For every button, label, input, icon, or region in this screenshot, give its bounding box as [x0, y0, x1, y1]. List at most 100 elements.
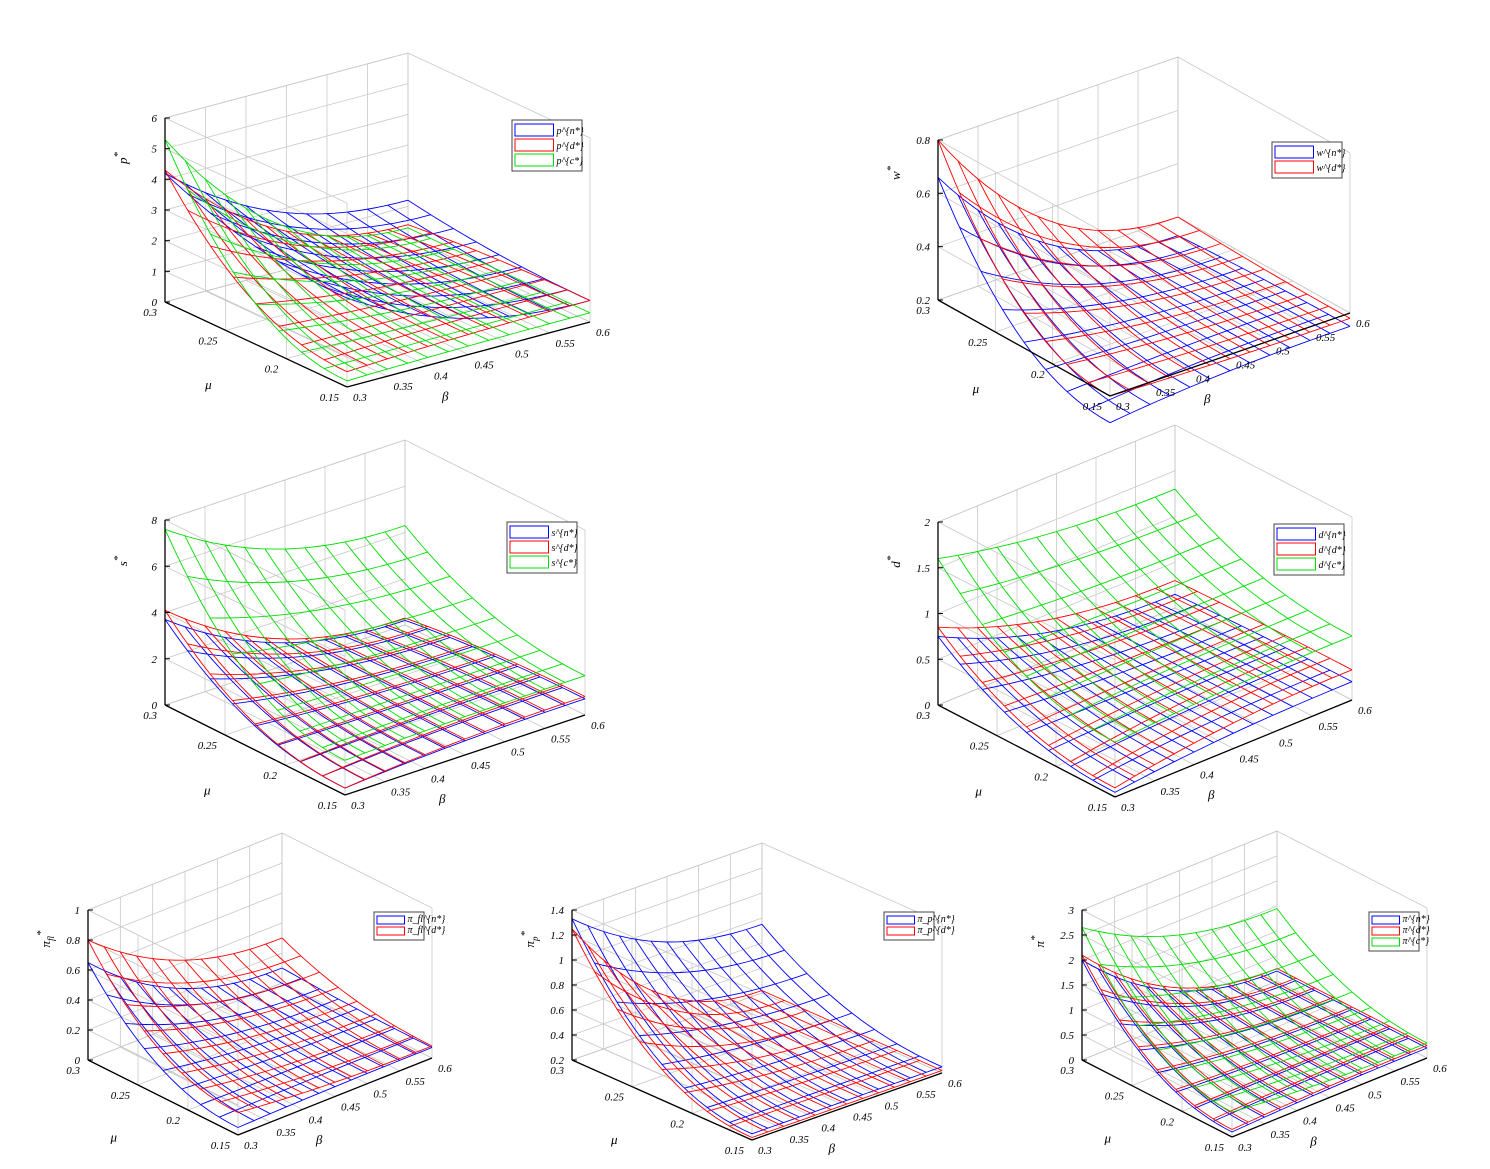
mu-axis-label: μ — [204, 377, 212, 392]
surface-series-1 — [937, 139, 1351, 397]
mesh-line — [324, 289, 568, 361]
mesh-line — [209, 634, 451, 675]
legend-swatch — [1274, 160, 1314, 174]
mesh-line — [324, 301, 568, 370]
mesh-line — [209, 575, 451, 619]
axis-line — [1109, 312, 1351, 397]
legend-swatch — [1371, 915, 1400, 925]
mesh-line — [1231, 1042, 1428, 1113]
mesh-line — [144, 986, 339, 1032]
box-edge — [761, 842, 943, 924]
legend-entry: π^{c*} — [1403, 936, 1430, 947]
legend-entry: p^{d*} — [556, 141, 584, 152]
mesh-line — [937, 139, 1179, 232]
z-tick-label: 0.8 — [66, 935, 80, 947]
mesh-line — [661, 1030, 853, 1070]
legend: π^{n*}π^{d*}π^{c*} — [1368, 911, 1430, 952]
beta-tick-label: 0.3 — [1116, 401, 1130, 413]
mesh-line — [237, 1045, 433, 1113]
mu-tick-label: 0.25 — [970, 741, 990, 753]
mesh-line — [1114, 669, 1353, 789]
beta-tick-label: 0.55 — [916, 1089, 936, 1101]
mesh-line — [616, 1008, 808, 1030]
mesh-line — [181, 1018, 376, 1090]
beta-axis-label: β — [1203, 391, 1211, 406]
mesh-line — [684, 1029, 875, 1089]
beta-tick-label: 0.6 — [591, 720, 605, 732]
z-tick-label: 1 — [559, 955, 565, 967]
mu-tick-label: 0.15 — [320, 392, 340, 404]
surface-series-2 — [1081, 908, 1428, 1113]
mesh-line — [164, 169, 409, 237]
mesh-line — [232, 597, 473, 655]
legend-swatch — [1371, 926, 1400, 936]
mesh-line — [594, 971, 785, 1015]
beta-tick-label: 0.55 — [406, 1076, 426, 1088]
axes: 0 0.2 0.4 0.6 0.8 1 0.3 0.25 0.2 0.15 0.3 0.35 0.4 0.… — [35, 905, 452, 1152]
legend-swatch — [509, 540, 549, 554]
mesh-line — [937, 593, 1176, 639]
box-edge — [281, 832, 433, 909]
mesh-line — [959, 192, 1200, 248]
legend-swatch — [514, 153, 554, 167]
mesh-line — [1119, 987, 1315, 1023]
z-tick-label: 0 — [1069, 1055, 1075, 1067]
grid-line — [1056, 656, 1234, 749]
mesh-line — [1024, 268, 1265, 314]
axis-line — [346, 321, 591, 388]
beta-tick-label: 0.45 — [853, 1112, 873, 1124]
mesh-line — [639, 1020, 830, 1047]
legend-entry: p^{c*} — [556, 156, 584, 167]
z-tick-label: 5 — [152, 144, 158, 156]
mesh-line — [301, 279, 545, 346]
legend-box — [1368, 911, 1420, 952]
mesh-line — [255, 259, 500, 305]
grid-line — [1052, 280, 1293, 365]
mu-tick-label: 0.25 — [198, 335, 218, 347]
z-tick-label: 6 — [152, 113, 158, 125]
z-tick-label: 0.5 — [916, 654, 930, 666]
z-tick-label: 0.6 — [66, 965, 80, 977]
legend-entry: π_p^{n*} — [918, 914, 955, 925]
grid-line — [1177, 216, 1351, 314]
z-label-base: p — [115, 157, 130, 165]
legend-entry: p^{n*} — [556, 126, 584, 137]
axis-line — [751, 1072, 943, 1141]
grid-line — [245, 279, 429, 366]
surface-series-0 — [571, 918, 943, 1135]
grid-line — [205, 290, 388, 377]
z-label-sup: * — [885, 165, 897, 171]
legend: π_p^{n*}π_p^{d*} — [883, 911, 955, 941]
mesh-line — [1114, 635, 1353, 743]
mu-tick-label: 0.3 — [143, 307, 157, 319]
legend: p^{n*} p^{d*} p^{c*} — [511, 119, 584, 172]
beta-tick-label: 0.4 — [1303, 1116, 1317, 1128]
z-label-sub: p — [530, 936, 540, 942]
z-tick-label: 0.4 — [550, 1030, 564, 1042]
mesh-line — [684, 1040, 875, 1094]
beta-axis-label: β — [1207, 787, 1215, 802]
mesh-line — [1119, 989, 1315, 1027]
z-tick-label: 0.4 — [66, 995, 80, 1007]
beta-tick-label: 0.45 — [1236, 360, 1256, 372]
mu-axis-label: μ — [203, 783, 211, 798]
axis-line — [344, 714, 586, 796]
beta-tick-label: 0.35 — [276, 1127, 296, 1139]
mesh-line — [980, 238, 1222, 267]
mesh-line — [299, 674, 541, 762]
axis-line — [164, 301, 348, 388]
mesh-line — [1002, 267, 1243, 311]
mesh-line — [187, 628, 428, 659]
mesh-line — [181, 1013, 376, 1074]
grid-line — [1097, 244, 1271, 342]
mesh-line — [1081, 954, 1278, 989]
mesh-line — [233, 259, 477, 283]
grid-line — [367, 247, 550, 334]
beta-tick-label: 0.35 — [391, 787, 411, 799]
mesh-line — [125, 988, 320, 1026]
legend-entry: d^{c*} — [1319, 560, 1346, 571]
